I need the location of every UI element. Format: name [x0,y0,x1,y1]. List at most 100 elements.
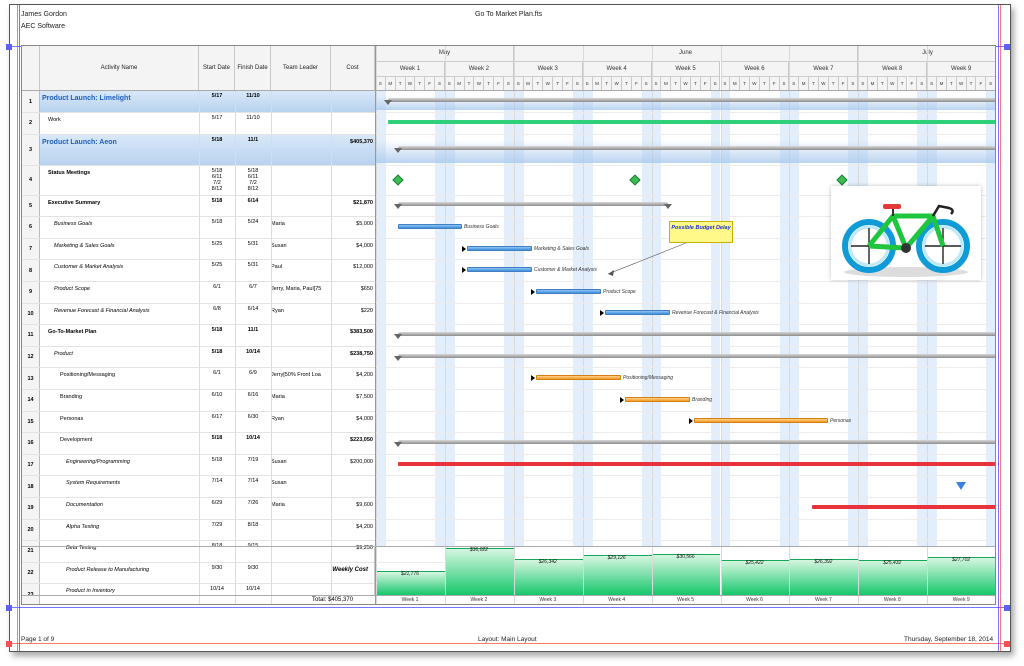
task-bar[interactable] [625,396,690,402]
guide-handle[interactable] [1004,44,1010,50]
table-row[interactable]: 13 Positioning/Messaging 6/1 6/9 Jerry[50% F… [22,367,375,389]
table-row[interactable]: 6 Business Goals 5/18 5/24 Maria $5,000 [22,216,375,238]
table-row[interactable]: 3 Product Launch: Aeon 5/18 11/1 $405,370 [22,133,375,165]
weekly-cost-bar[interactable] [583,555,652,595]
guide-handle[interactable] [1004,605,1010,611]
weekly-cost-bar[interactable] [514,558,583,595]
table-row[interactable]: 15 Personas 6/17 6/30 Ryan $4,000 [22,410,375,433]
column-separator [235,260,236,281]
callout-note[interactable]: Possible Budget Delay [669,221,733,243]
summary-bar[interactable] [398,202,668,207]
day-header: F [976,76,987,90]
guide-handle[interactable] [6,605,12,611]
table-row[interactable]: 16 Development 5/18 10/14 $223,050 [22,432,375,454]
weekly-cost-bar[interactable] [790,558,859,595]
start-date-header[interactable]: Start Date [199,46,235,90]
table-row[interactable]: 4 Status Meetings 5/18 6/11 7/2 8/12 5/18 6… [22,164,375,195]
weekend-shade [572,90,583,546]
milestone-diamond-icon[interactable] [836,173,848,186]
activity-name-cell: Positioning/Messaging [60,372,116,379]
weekly-cost-label: Weekly Cost [332,567,368,573]
table-row[interactable]: 2 Work 5/17 11/10 [22,112,375,134]
work-bar[interactable] [388,119,995,124]
milestone-diamond-icon[interactable] [629,173,641,186]
bar-label: Branding [692,396,713,403]
table-row[interactable]: 18 System Requirements 7/14 7/14 Susan [22,475,375,497]
weekly-cost-bar[interactable] [721,559,790,595]
cost-cell: $5,000 [356,221,373,228]
bar-label: Positioning/Messaging [623,375,674,382]
start-date-cell: 7/29 [211,521,223,528]
total-divider [22,595,995,596]
cost-cell: $12,000 [353,264,373,271]
table-row[interactable]: 19 Documentation 6/29 7/26 Maria $9,600 [22,497,375,519]
weekly-cost-bar[interactable] [377,570,445,595]
row-line [376,475,995,477]
guide-handle[interactable] [1004,641,1010,647]
table-row[interactable]: 9 Product Scope 6/1 6/7 Jerry, Maria, Paul[7… [22,281,375,303]
row-line [376,112,995,113]
activity-name-header[interactable]: Activity Name [40,46,199,90]
task-bar[interactable] [812,504,995,509]
column-separator [271,476,272,497]
task-bar[interactable] [467,267,532,273]
team-leader-header[interactable]: Team Leader [271,46,331,90]
table-row[interactable]: 20 Alpha Testing 7/29 8/18 $4,200 [22,518,375,541]
summary-bar[interactable] [398,353,995,358]
table-row[interactable]: 5 Executive Summary 5/18 6/14 $21,870 [22,194,375,217]
task-bar[interactable] [398,461,995,466]
finish-date-cell: 5/31 [247,240,259,247]
task-bar[interactable] [467,245,532,251]
summary-bar[interactable] [398,440,995,444]
table-row[interactable]: 11 Go-To-Market Plan 5/18 11/1 $383,500 [22,324,375,346]
day-header: S [720,76,731,90]
weekly-cost-bar[interactable] [859,559,928,595]
day-header: W [887,76,898,90]
finish-date-header[interactable]: Finish Date [235,46,271,90]
bicycle-image[interactable] [831,186,981,280]
finish-date-cell: 7/19 [247,456,259,463]
row-line [376,410,995,412]
deadline-marker-icon[interactable] [956,482,966,491]
task-bar[interactable] [398,224,462,229]
row-line [376,216,995,218]
task-bar[interactable] [694,418,828,424]
weekly-cost-bar[interactable] [445,548,514,595]
table-row[interactable]: 17 Engineering/Programming 5/18 7/19 Susan $2… [22,453,375,476]
column-separator [271,113,272,134]
weekly-cost-bar[interactable] [928,556,995,595]
weekly-cost-bar[interactable] [652,553,721,595]
table-row[interactable]: 8 Customer & Market Analysis 5/25 5/31 Paul $… [22,259,375,281]
summary-bar[interactable] [388,98,995,102]
column-separator [199,303,200,325]
summary-bar[interactable] [398,146,995,151]
rownum-cell: 7 [22,238,40,260]
table-row[interactable]: 23 Product in Inventory 10/14 10/14 [22,583,375,604]
table-row[interactable]: 7 Marketing & Sales Goals 5/25 5/31 Susan $4,… [22,237,375,260]
week-header: Week 9 [927,61,995,76]
task-bar[interactable] [605,310,670,316]
table-row[interactable]: 10 Revenue Forecast & Financial Analysis 6… [22,302,375,325]
row-line [376,518,995,520]
milestone-diamond-icon[interactable] [392,173,404,186]
team-leader-cell [271,325,331,346]
rownum-cell: 21 [22,541,40,562]
table-row[interactable]: 22 Product Release to Manufacturing 9/30 9/… [22,561,375,584]
task-bar[interactable] [536,375,621,381]
cost-cell: $223,050 [350,437,373,444]
finish-date-cell: 9/30 [247,564,259,571]
table-row[interactable]: 1 Product Launch: Limelight 5/17 11/10 [22,90,375,112]
column-separator [271,390,272,411]
task-bar[interactable] [536,288,601,294]
weekend-shade [444,90,455,546]
gantt-grid[interactable]: Activity Name Start Date Finish Date Tea… [21,45,996,605]
day-header: T [671,76,682,90]
guide-handle[interactable] [6,641,12,647]
week-footer-label: Week 8 [883,597,901,603]
cost-header[interactable]: Cost [331,46,375,90]
table-row[interactable]: 14 Branding 6/10 6/16 Maria $7,500 [22,389,375,411]
summary-bar[interactable] [398,332,995,336]
table-row[interactable]: 12 Product 5/18 10/14 $238,750 [22,345,375,368]
guide-handle[interactable] [6,44,12,50]
